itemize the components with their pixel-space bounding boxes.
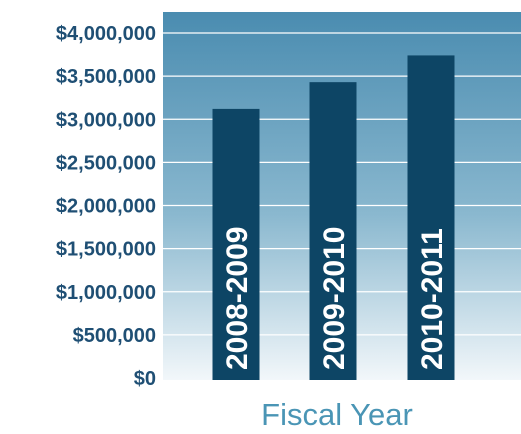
y-tick-label: $2,500,000 [56,152,156,174]
bars [212,55,455,381]
y-tick-label: $3,000,000 [56,109,156,131]
y-tick-label: $500,000 [73,325,156,347]
y-tick-label: $3,500,000 [56,66,156,88]
x-axis-label: Fiscal Year [261,397,413,432]
y-tick-label: $1,000,000 [56,282,156,304]
y-axis-tick-labels: $0 $500,000 $1,000,000 $1,500,000 $2,000,000… [56,23,156,390]
bar-category-label: 2008-2009 [221,227,254,370]
y-tick-label: $0 [134,368,156,390]
y-tick-label: $2,000,000 [56,196,156,218]
bar [407,55,455,381]
bar [212,108,260,381]
y-tick-label: $1,500,000 [56,239,156,261]
bar-category-label: 2009-2010 [318,227,351,370]
bar-category-labels: 2008-2009 2009-2010 2010-2011 [221,227,449,370]
y-tick-label: $4,000,000 [56,23,156,45]
bar [309,82,357,380]
bar-category-label: 2010-2011 [416,228,449,370]
